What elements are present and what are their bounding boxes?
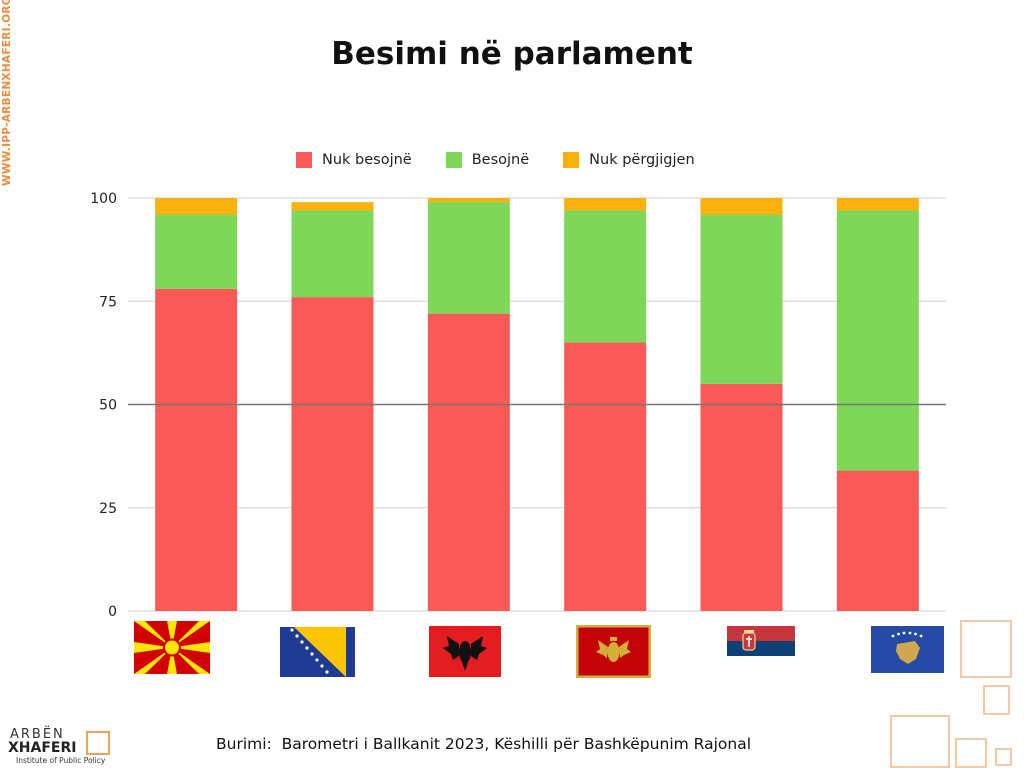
logo-mark-icon bbox=[86, 731, 110, 755]
bar-segment bbox=[836, 198, 919, 211]
decorative-square bbox=[983, 685, 1010, 715]
flag-kosovo-icon bbox=[871, 626, 944, 673]
decorative-square bbox=[995, 748, 1012, 766]
bar-segment bbox=[427, 202, 510, 314]
legend-item-nuk-besojne: Nuk besojnë bbox=[296, 150, 412, 170]
legend-swatch-nuk-besojne bbox=[296, 152, 312, 168]
decorative-square bbox=[890, 715, 950, 768]
bar-segment bbox=[291, 297, 374, 611]
legend-item-besojne: Besojnë bbox=[445, 150, 530, 170]
legend-item-nuk-pergjigjen: Nuk përgjigjen bbox=[563, 150, 695, 170]
logo: ARBËN XHAFERI Institute of Public Policy bbox=[8, 727, 116, 767]
bar-segment bbox=[564, 210, 647, 343]
legend-label-nuk-pergjigjen: Nuk përgjigjen bbox=[589, 152, 695, 168]
bar-segment bbox=[700, 198, 783, 215]
decorative-square bbox=[960, 620, 1012, 678]
y-tick-label: 75 bbox=[99, 294, 117, 310]
decorative-square bbox=[955, 738, 987, 768]
flag-montenegro-icon bbox=[576, 625, 651, 678]
bar-segment bbox=[427, 198, 510, 203]
flag-albania-icon bbox=[429, 626, 501, 677]
bar-segment bbox=[564, 198, 647, 211]
y-tick-label: 0 bbox=[108, 604, 117, 620]
flag-serbia-icon bbox=[727, 626, 795, 671]
bar-segment bbox=[836, 470, 919, 611]
logo-top-text: ARBËN bbox=[10, 727, 65, 742]
bar-segment bbox=[155, 198, 238, 215]
flag-bosnia-herzegovina-icon bbox=[280, 627, 355, 677]
legend-label-besojne: Besojnë bbox=[471, 152, 530, 168]
bar-segment bbox=[291, 210, 374, 298]
chart-legend: Nuk besojnë Besojnë Nuk përgjigjen bbox=[296, 150, 695, 170]
source-note: Burimi: Barometri i Ballkanit 2023, Kësh… bbox=[216, 735, 752, 753]
bar-segment bbox=[700, 214, 783, 384]
y-tick-label: 50 bbox=[99, 398, 117, 414]
legend-label-nuk-besojne: Nuk besojnë bbox=[322, 152, 412, 168]
legend-swatch-nuk-pergjigjen bbox=[563, 152, 580, 168]
y-tick-label: 25 bbox=[99, 501, 117, 517]
chart-title: Besimi në parlament bbox=[331, 36, 693, 72]
bar-segment bbox=[155, 288, 238, 611]
bar-segment bbox=[155, 214, 238, 289]
logo-subtitle: Institute of Public Policy bbox=[16, 756, 106, 765]
legend-swatch-besojne bbox=[445, 152, 462, 168]
bar-segment bbox=[564, 342, 647, 611]
bar-segment bbox=[427, 313, 510, 611]
bar-segment bbox=[836, 210, 919, 471]
logo-main-text: XHAFERI bbox=[8, 740, 77, 756]
y-tick-label: 100 bbox=[90, 191, 117, 207]
flag-north-macedonia-icon bbox=[134, 621, 210, 674]
bar-segment bbox=[291, 202, 374, 211]
bar-segment bbox=[700, 383, 783, 611]
